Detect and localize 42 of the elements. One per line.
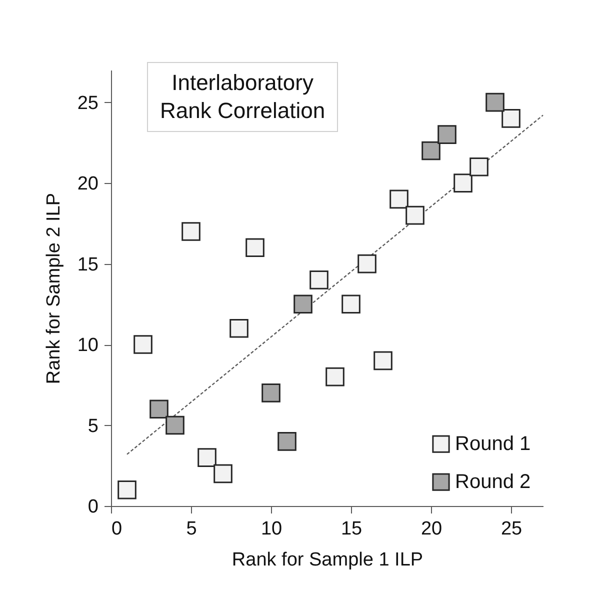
legend-label: Round 2 bbox=[455, 471, 531, 493]
y-tick-label: 20 bbox=[77, 174, 98, 195]
x-tick-label: 10 bbox=[260, 518, 282, 540]
point bbox=[390, 190, 408, 209]
point bbox=[198, 448, 216, 467]
point bbox=[134, 335, 152, 354]
point bbox=[438, 125, 456, 144]
point bbox=[470, 157, 488, 176]
y-tick-label: 25 bbox=[77, 92, 98, 114]
point bbox=[406, 206, 424, 225]
point bbox=[422, 141, 440, 160]
point bbox=[454, 174, 472, 192]
point bbox=[374, 351, 392, 370]
y-tick-label: 5 bbox=[88, 416, 98, 437]
point bbox=[150, 400, 168, 419]
x-tick-label: 5 bbox=[186, 518, 197, 540]
point bbox=[262, 384, 280, 402]
point bbox=[166, 416, 184, 435]
y-tick-label: 10 bbox=[77, 335, 98, 356]
point bbox=[118, 480, 136, 500]
point bbox=[502, 109, 520, 128]
point bbox=[214, 464, 232, 484]
y-tick-label: 15 bbox=[77, 254, 98, 276]
point bbox=[486, 92, 504, 112]
point bbox=[182, 222, 200, 241]
point bbox=[230, 318, 248, 338]
point bbox=[246, 238, 264, 258]
x-axis-title: Rank for Sample 1 ILP bbox=[232, 550, 424, 570]
point bbox=[294, 294, 312, 314]
point bbox=[278, 432, 296, 451]
point bbox=[326, 367, 344, 386]
y-tick-label: 0 bbox=[88, 496, 98, 518]
x-tick-label: 0 bbox=[112, 518, 122, 540]
x-tick-label: 15 bbox=[340, 518, 362, 540]
y-axis-title: Rank for Sample 2 ILP bbox=[43, 192, 64, 384]
x-tick-label: 25 bbox=[500, 518, 522, 540]
point bbox=[342, 294, 360, 314]
x-tick-label: 20 bbox=[420, 518, 442, 540]
point bbox=[358, 254, 376, 274]
legend-label: Round 1 bbox=[455, 433, 531, 455]
text: Interlaboratory Rank Correlation bbox=[147, 62, 338, 132]
point bbox=[310, 270, 328, 290]
